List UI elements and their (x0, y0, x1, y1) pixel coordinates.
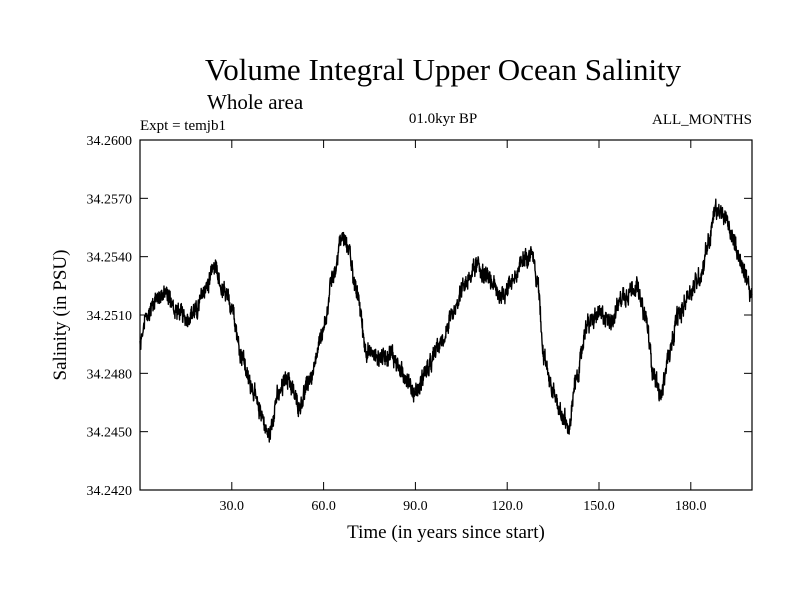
x-tick-label: 180.0 (675, 499, 707, 514)
data-series-layer (139, 198, 753, 443)
x-tick-label: 150.0 (583, 499, 615, 514)
y-tick-label: 34.2450 (87, 426, 133, 441)
x-axis-label: Time (in years since start) (347, 522, 545, 543)
chart-subtitle: Whole area (207, 90, 304, 114)
x-tick-label: 120.0 (491, 499, 523, 514)
y-tick-label: 34.2570 (87, 192, 133, 207)
y-tick-label: 34.2420 (87, 484, 133, 499)
period-label: 01.0kyr BP (409, 111, 477, 127)
chart-title: Volume Integral Upper Ocean Salinity (205, 52, 682, 87)
y-tick-label: 34.2510 (87, 309, 133, 324)
y-tick-label: 34.2600 (87, 134, 133, 149)
salinity-series-line (139, 198, 753, 443)
x-tick-label: 90.0 (403, 499, 428, 514)
months-label: ALL_MONTHS (652, 112, 752, 128)
y-axis-label: Salinity (in PSU) (50, 250, 71, 381)
x-tick-label: 30.0 (220, 499, 245, 514)
x-tick-label: 60.0 (311, 499, 336, 514)
expt-label: Expt = temjb1 (140, 118, 226, 134)
y-tick-label: 34.2480 (87, 367, 133, 382)
plot-frame (139, 139, 753, 491)
y-tick-label: 34.2540 (87, 251, 133, 266)
